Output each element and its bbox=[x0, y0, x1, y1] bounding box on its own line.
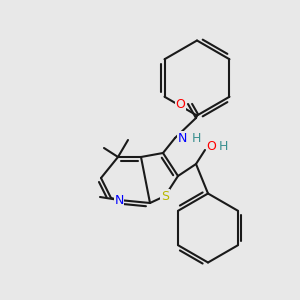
Text: O: O bbox=[206, 140, 216, 154]
Text: N: N bbox=[178, 131, 188, 145]
Text: H: H bbox=[191, 131, 201, 145]
Text: O: O bbox=[176, 98, 185, 110]
Text: S: S bbox=[161, 190, 169, 202]
Text: N: N bbox=[114, 194, 124, 206]
Text: H: H bbox=[218, 140, 228, 154]
